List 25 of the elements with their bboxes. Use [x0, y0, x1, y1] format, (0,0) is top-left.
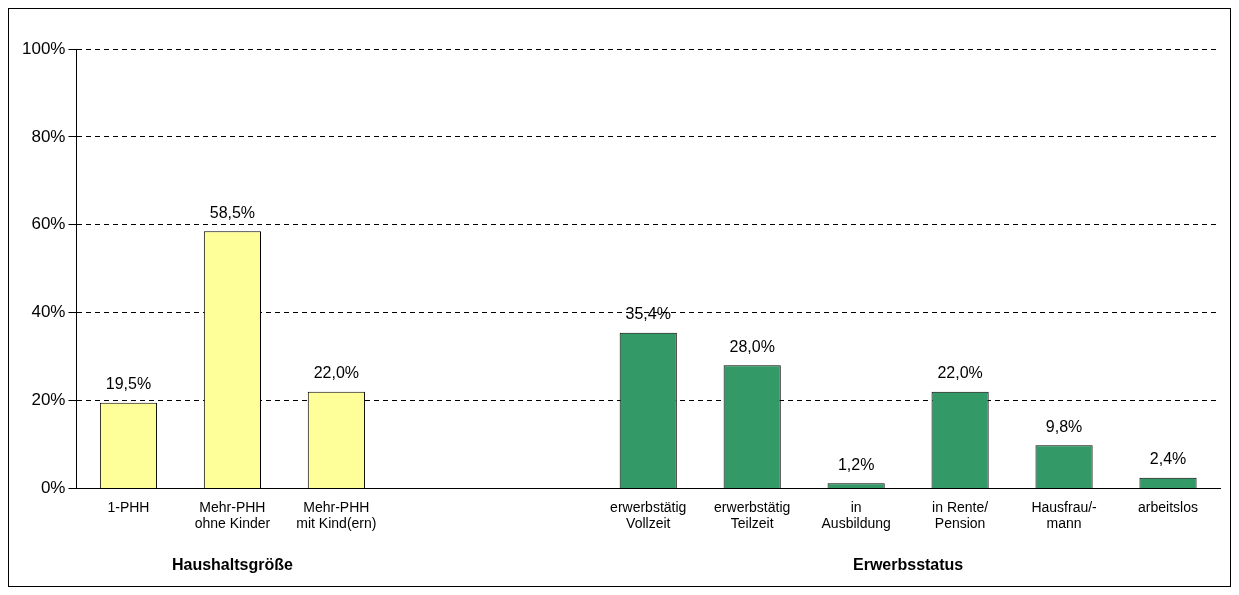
y-tick-label: 40% [31, 302, 66, 322]
y-tick-label: 100% [22, 38, 66, 58]
data-label: 58,5% [209, 203, 256, 221]
text: Haushaltsgröße [171, 556, 293, 574]
data-label: 19,5% [105, 375, 152, 393]
x-tick-label: Mehr-PHH ohne Kinder [194, 498, 271, 532]
data-label: 22,0% [313, 364, 360, 382]
y-tick-label: 20% [31, 390, 66, 410]
y-tick-label: 80% [31, 126, 66, 146]
x-tick-label: erwerbstätig Vollzeit [610, 498, 687, 532]
data-label: 1,2% [837, 455, 875, 473]
x-tick-label: 1-PHH [107, 498, 150, 515]
x-tick-label: Hausfrau/- mann [1031, 498, 1098, 532]
data-label: 2,4% [1149, 450, 1187, 468]
data-label: 9,8% [1045, 417, 1083, 435]
x-tick-label: Mehr-PHH mit Kind(ern) [296, 498, 377, 532]
x-tick-label: arbeitslos [1138, 498, 1198, 515]
data-label: 28,0% [729, 337, 775, 355]
x-tick-label: in Rente/ Pension [932, 498, 989, 532]
data-label: 22,0% [937, 364, 983, 382]
y-tick-label: 0% [40, 478, 66, 498]
x-tick-label: in Ausbildung [821, 498, 891, 532]
text: Erwerbsstatus [853, 556, 964, 574]
y-tick-label: 60% [31, 214, 66, 234]
x-tick-label: erwerbstätig Teilzeit [714, 498, 791, 532]
